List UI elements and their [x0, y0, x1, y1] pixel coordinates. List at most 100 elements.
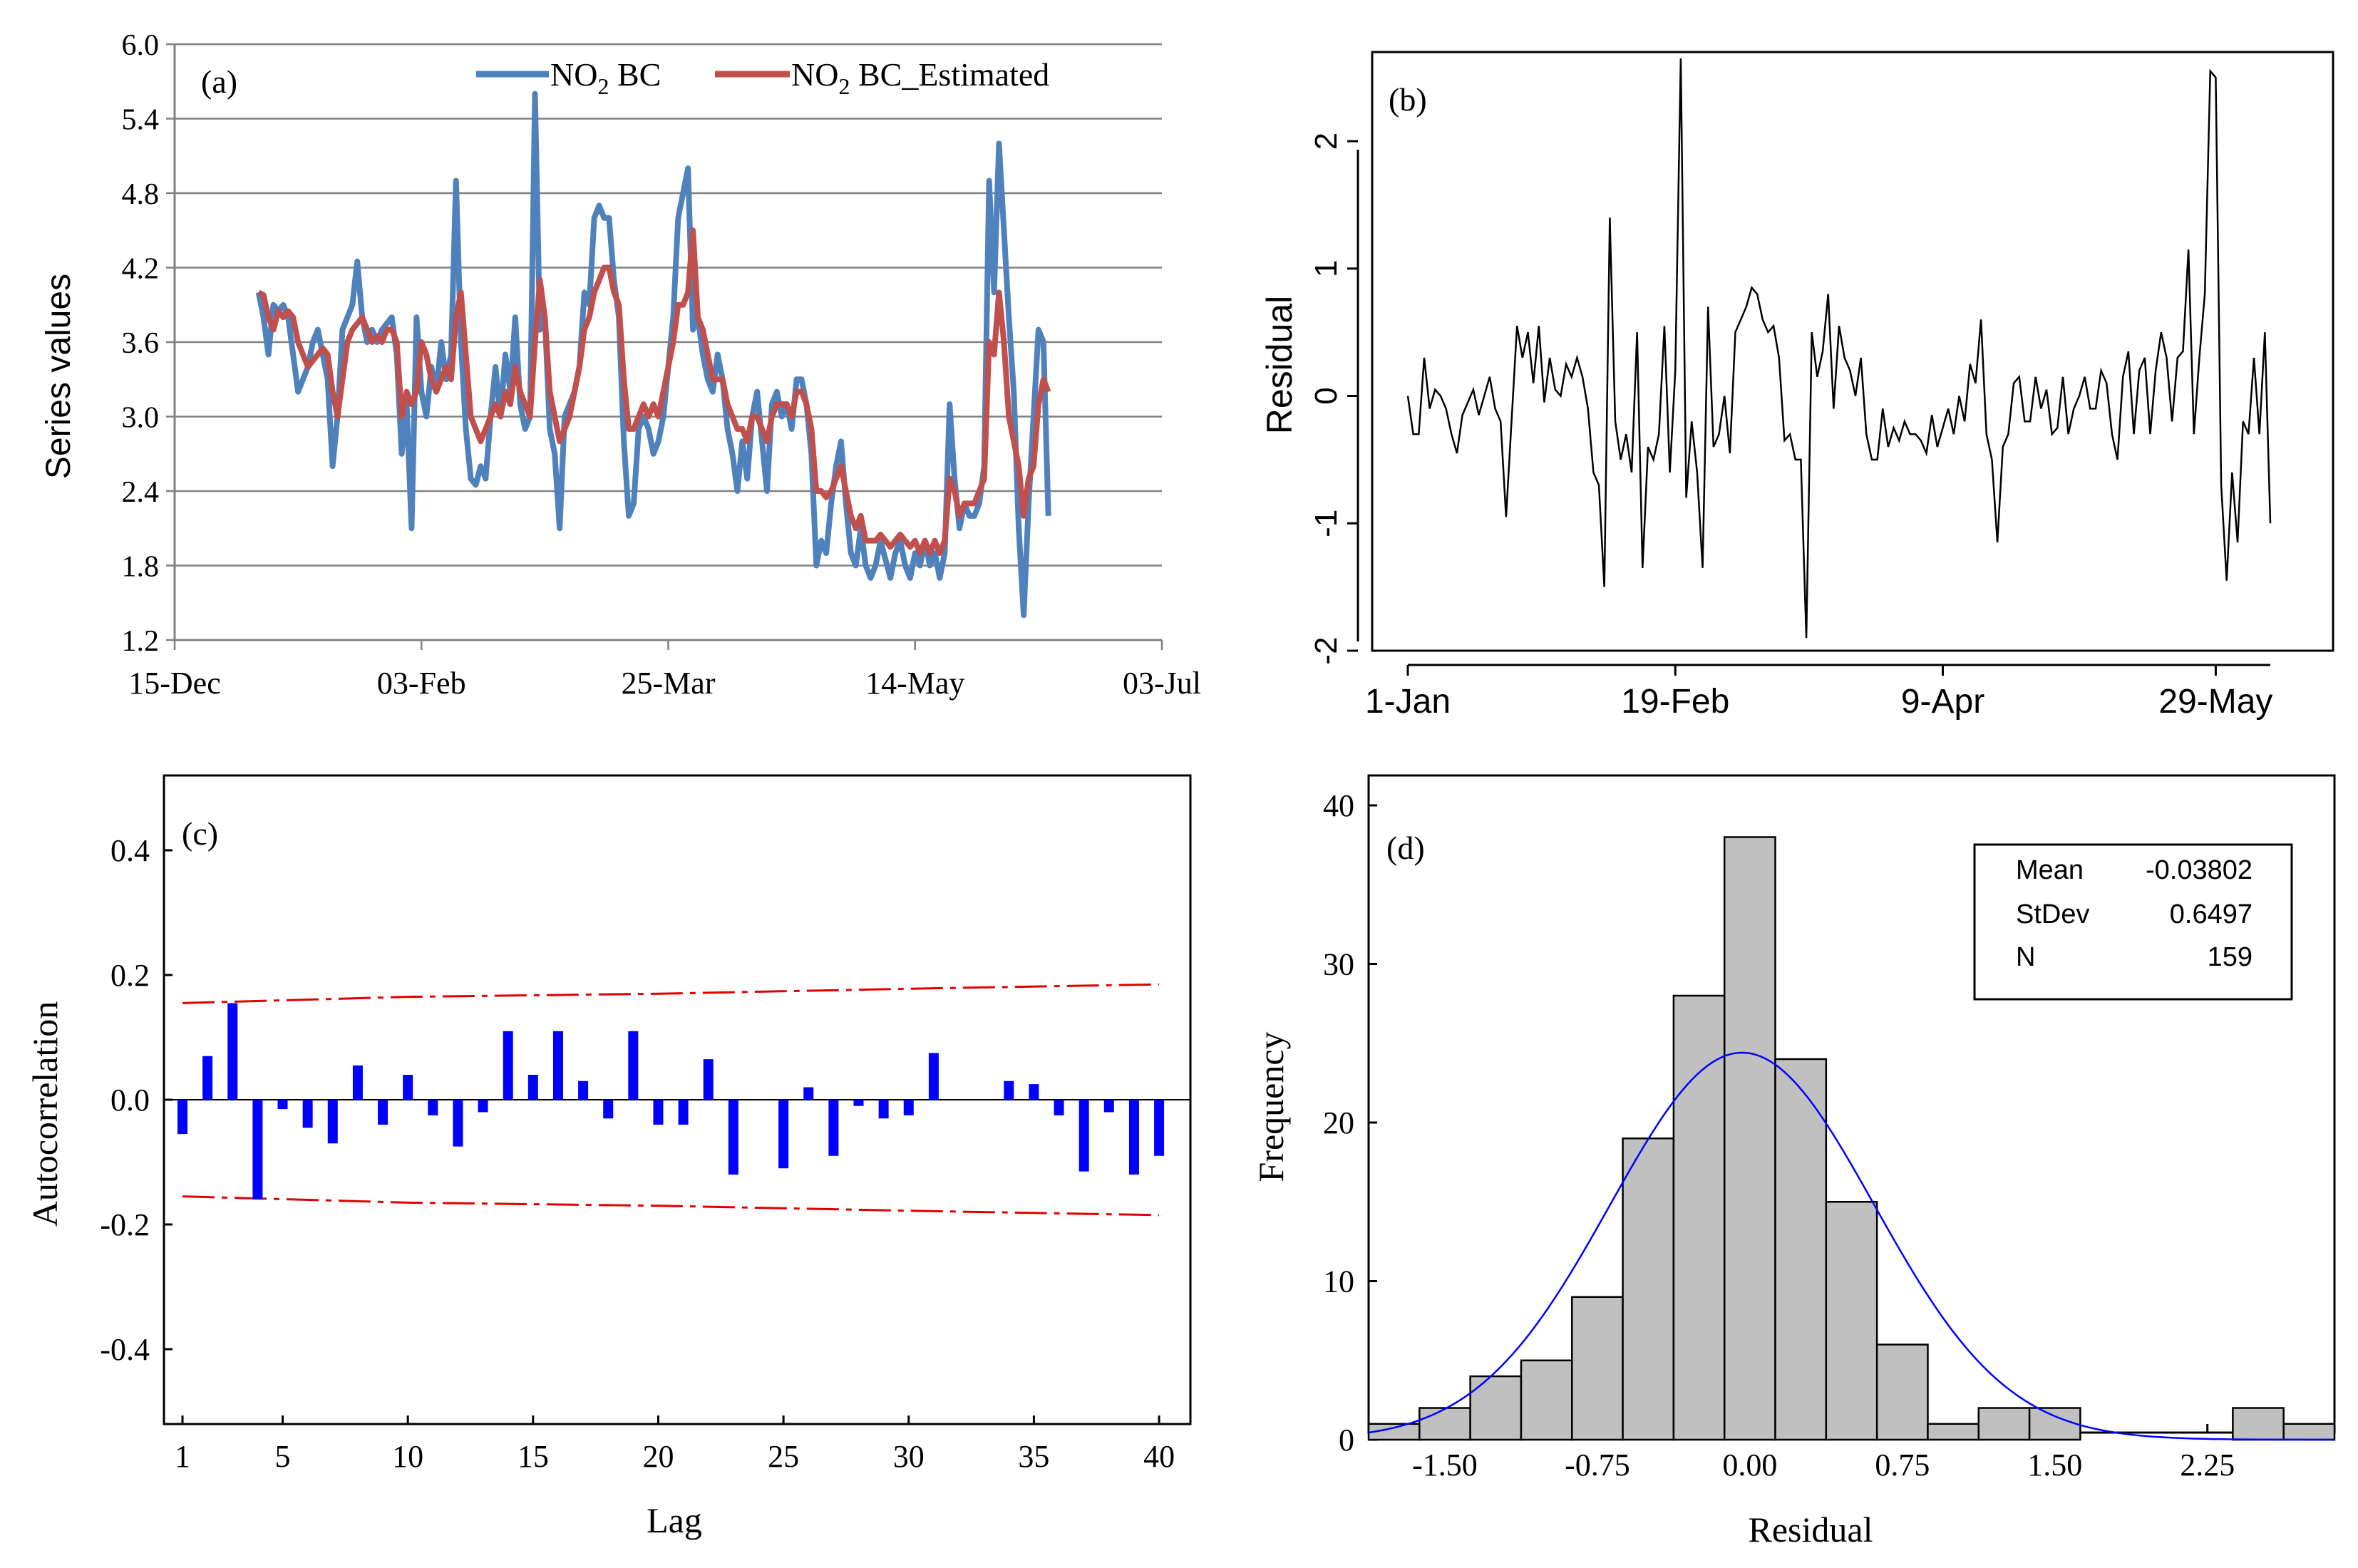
c-ytick-label: 0.2 — [110, 958, 150, 993]
d-stats-stdev-value: 0.6497 — [2170, 899, 2253, 929]
a-ytick-label: 3.0 — [122, 402, 160, 435]
c-x-axis-label: Lag — [647, 1500, 702, 1540]
c-xtick-label: 10 — [392, 1439, 423, 1474]
b-xtick-label: 1-Jan — [1365, 683, 1451, 721]
c-xtick-label: 35 — [1018, 1439, 1049, 1474]
d-histogram-bar — [1927, 1423, 1980, 1441]
c-acf-bar — [403, 1075, 413, 1100]
d-stats-mean-value: -0.03802 — [2146, 855, 2253, 885]
d-histogram-bar — [1622, 1138, 1675, 1441]
c-acf-bar — [352, 1065, 363, 1100]
b-xtick-label: 29-May — [2158, 683, 2272, 721]
d-histogram-bar — [2028, 1407, 2081, 1441]
d-histogram-bar — [1977, 1407, 2031, 1441]
c-acf-bar — [828, 1100, 839, 1156]
a-ytick-label: 1.8 — [122, 551, 160, 584]
c-acf-bar — [527, 1075, 538, 1100]
d-stats-box: Mean -0.03802 StDev 0.6497 N 159 — [1973, 843, 2293, 1001]
a-ytick-label: 6.0 — [122, 29, 160, 62]
c-acf-bar — [728, 1100, 738, 1175]
c-acf-bar — [1054, 1100, 1064, 1115]
c-acf-bar — [878, 1100, 889, 1119]
c-acf-bar — [1128, 1100, 1139, 1175]
d-normal-fit-curve — [1368, 1051, 2335, 1441]
c-xtick-label: 30 — [893, 1439, 925, 1474]
d-histogram-bar — [2282, 1423, 2336, 1441]
b-ytick-label: -2 — [1309, 636, 1344, 664]
c-ytick-label: -0.4 — [100, 1332, 150, 1367]
c-acf-bar — [227, 1003, 238, 1100]
a-xtick-label: 03-Feb — [377, 666, 466, 701]
c-acf-bar — [1004, 1080, 1014, 1100]
d-stats-n-label: N — [2016, 942, 2035, 972]
a-xtick-label: 15-Dec — [128, 666, 221, 701]
b-ytick-label: 2 — [1309, 133, 1344, 150]
c-acf-bar — [1103, 1100, 1114, 1113]
a-series-no2-estimated-line — [257, 227, 1051, 557]
a-xtick-label: 25-Mar — [622, 666, 716, 701]
c-acf-bar — [202, 1056, 213, 1100]
d-ytick-label: 10 — [1323, 1264, 1354, 1299]
c-xtick-label: 40 — [1143, 1439, 1175, 1474]
c-acf-bar — [803, 1087, 814, 1100]
c-acf-bar — [503, 1031, 513, 1100]
a-ytick-label: 3.6 — [122, 327, 160, 360]
d-xtick-label: -1.50 — [1412, 1448, 1478, 1482]
b-ytick-label: 1 — [1309, 260, 1344, 277]
a-legend-label-bc: NO2 BC — [550, 56, 661, 99]
a-ytick-label: 4.8 — [122, 178, 160, 211]
c-xtick-label: 1 — [175, 1439, 190, 1474]
c-acf-bar — [1154, 1100, 1165, 1156]
c-xtick-label: 20 — [642, 1439, 674, 1474]
c-xtick-label: 25 — [768, 1439, 799, 1474]
d-histogram-bar — [1723, 836, 1776, 1441]
c-acf-bar — [252, 1100, 263, 1200]
d-xtick-label: -0.75 — [1565, 1448, 1630, 1482]
c-ytick-label: 0.4 — [110, 833, 150, 868]
d-histogram-bar — [2232, 1407, 2285, 1441]
d-y-axis-label: Frequency — [1251, 1031, 1291, 1182]
c-acf-bar — [277, 1100, 288, 1110]
c-acf-bar — [653, 1100, 664, 1125]
d-xtick-label: 0.75 — [1875, 1448, 1930, 1482]
d-x-axis-label: Residual — [1749, 1510, 1873, 1549]
c-acf-bar — [928, 1053, 939, 1100]
d-histogram-bar — [1419, 1407, 1471, 1441]
panel-d: 0 10 20 30 40 -1.50 -0.75 0.00 0.75 1.50 2.25 (d)… — [1251, 774, 2336, 1549]
d-ytick-label: 40 — [1323, 788, 1354, 823]
d-histogram-bar — [1875, 1343, 1929, 1441]
panel-a: 1.2 1.8 2.4 3.0 3.6 4.2 4.8 5.4 6.0 15-Dec 03-Feb… — [40, 29, 1201, 701]
c-acf-bar — [177, 1100, 187, 1135]
a-xtick-label: 03-Jul — [1123, 666, 1201, 701]
b-xtick-label: 19-Feb — [1621, 683, 1729, 721]
b-xtick-label: 9-Apr — [1901, 683, 1984, 721]
a-ytick-label: 1.2 — [122, 625, 160, 658]
a-y-axis-label: Series values — [40, 274, 78, 479]
b-panel-label: (b) — [1389, 81, 1427, 118]
d-histogram-bar — [1672, 994, 1726, 1441]
c-acf-bar — [302, 1100, 313, 1128]
c-acf-bar — [552, 1031, 563, 1100]
c-acf-bar — [778, 1100, 789, 1169]
c-acf-bar — [603, 1100, 614, 1119]
d-panel-label: (d) — [1386, 830, 1425, 866]
b-ytick-label: 0 — [1309, 387, 1344, 404]
c-acf-bar — [678, 1100, 689, 1125]
c-acf-bar — [327, 1100, 338, 1144]
b-plot-frame — [1371, 51, 2334, 652]
d-stats-mean-label: Mean — [2016, 855, 2084, 885]
b-y-axis-label: Residual — [1260, 296, 1299, 435]
panel-c: -0.4-0.20.00.20.4 1 5 10 15 20 25 30 35 40 (c) A… — [25, 774, 1192, 1540]
c-ytick-label: -0.2 — [100, 1207, 150, 1242]
a-ytick-label: 4.2 — [122, 253, 160, 286]
d-ytick-label: 30 — [1323, 947, 1354, 982]
c-acf-bar — [478, 1100, 488, 1113]
c-y-axis-label: Autocorrelation — [25, 1001, 65, 1227]
panel-b: -2 -1 0 1 2 1-Jan 19-Feb 9-Apr 29-May (b) Resid… — [1260, 51, 2334, 721]
c-acf-bar — [628, 1031, 639, 1100]
d-histogram-bar — [1520, 1359, 1573, 1441]
c-acf-bar — [1029, 1084, 1039, 1100]
d-xtick-label: 0.00 — [1722, 1448, 1777, 1482]
d-xtick-label: 1.50 — [2027, 1448, 2082, 1482]
